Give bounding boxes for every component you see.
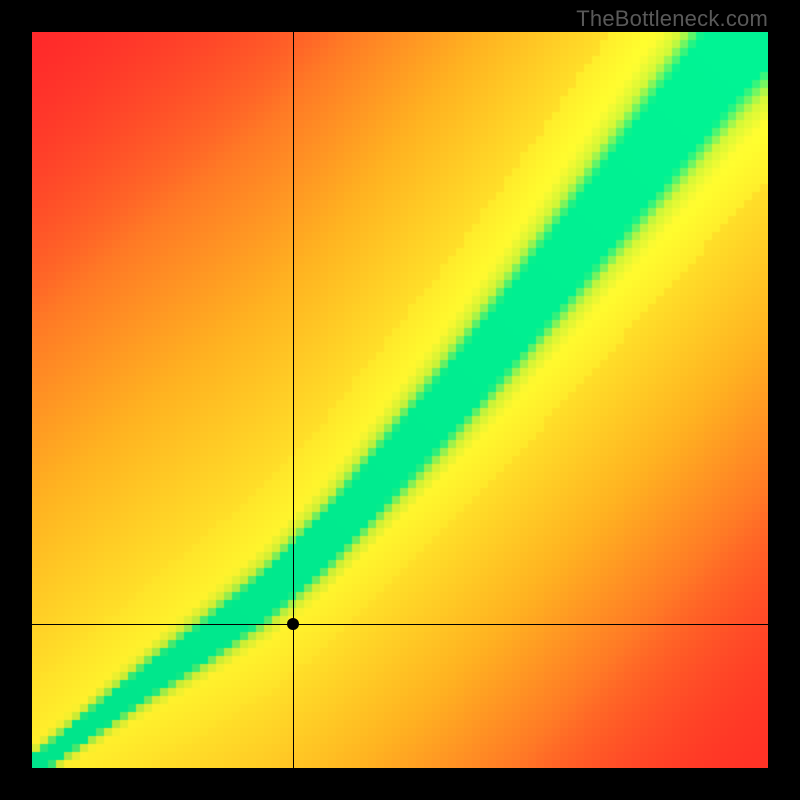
crosshair-horizontal <box>32 624 768 625</box>
crosshair-vertical <box>293 32 294 768</box>
watermark-text: TheBottleneck.com <box>576 6 768 32</box>
chart-container: TheBottleneck.com <box>0 0 800 800</box>
heatmap-canvas <box>32 32 768 768</box>
